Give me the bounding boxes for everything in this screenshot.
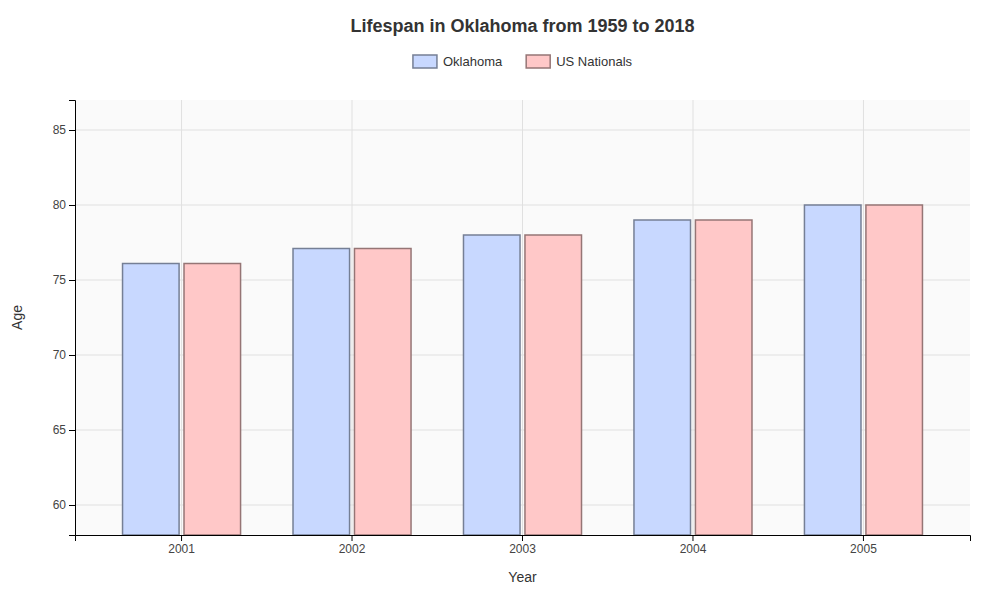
x-axis-line <box>76 536 971 542</box>
bar <box>634 220 691 535</box>
x-tick: 2002 <box>339 535 366 556</box>
bar <box>184 264 241 536</box>
chart: 2001 2002 2003 2004 2005 60 65 70 75 80 85 Lifespan… <box>0 0 1000 600</box>
x-grid-line <box>181 100 182 535</box>
legend-item: US Nationals <box>526 54 632 69</box>
x-tick-label: 2005 <box>850 542 877 556</box>
x-tick-label: 2002 <box>339 542 366 556</box>
legend: Oklahoma US Nationals <box>413 54 633 69</box>
x-tick: 2001 <box>168 535 195 556</box>
bar-series <box>184 205 922 535</box>
x-tick: 2005 <box>850 535 877 556</box>
legend-item: Oklahoma <box>413 54 503 69</box>
x-tick: 2003 <box>509 535 536 556</box>
bar <box>866 205 923 535</box>
y-tick-mark <box>69 280 75 281</box>
x-grid-line <box>522 100 523 535</box>
y-tick-label: 75 <box>53 273 67 287</box>
bar <box>354 249 411 536</box>
x-tick-label: 2001 <box>168 542 195 556</box>
x-tick: 2004 <box>680 535 707 556</box>
x-tick-mark <box>522 535 523 541</box>
x-tick-label: 2004 <box>680 542 707 556</box>
y-tick-label: 85 <box>53 123 67 137</box>
y-tick-label: 70 <box>53 348 67 362</box>
y-axis-line <box>69 101 76 536</box>
y-tick-label: 60 <box>53 498 67 512</box>
x-grid-line <box>352 100 353 535</box>
y-tick: 85 <box>53 123 75 137</box>
x-axis: 2001 2002 2003 2004 2005 <box>76 535 971 556</box>
y-tick-label: 65 <box>53 423 67 437</box>
y-axis: 60 65 70 75 80 85 <box>53 101 76 536</box>
bar-series <box>123 205 861 535</box>
y-tick-mark <box>69 355 75 356</box>
y-tick-mark <box>69 430 75 431</box>
y-tick-mark <box>69 130 75 131</box>
bar <box>525 235 582 535</box>
x-tick-mark <box>692 535 693 541</box>
legend-swatch <box>413 55 437 68</box>
title: Lifespan in Oklahoma from 1959 to 2018 <box>350 16 694 36</box>
y-axis-title: Age <box>9 305 25 330</box>
x-grid-line <box>692 100 693 535</box>
bar <box>123 264 180 536</box>
x-grid-line <box>863 100 864 535</box>
x-tick-label: 2003 <box>509 542 536 556</box>
y-tick: 65 <box>53 423 75 437</box>
bar <box>804 205 861 535</box>
bars <box>123 205 923 535</box>
legend-swatch <box>526 55 550 68</box>
grid <box>75 100 970 535</box>
y-tick-label: 80 <box>53 198 67 212</box>
legend-label: US Nationals <box>556 54 632 69</box>
plot-background <box>75 100 970 535</box>
x-tick-mark <box>352 535 353 541</box>
y-tick: 70 <box>53 348 75 362</box>
bar <box>463 235 520 535</box>
bar <box>695 220 752 535</box>
legend-label: Oklahoma <box>443 54 503 69</box>
y-tick-mark <box>69 205 75 206</box>
x-axis-title: Year <box>508 569 537 585</box>
y-tick-mark <box>69 505 75 506</box>
y-tick: 75 <box>53 273 75 287</box>
plot: 2001 2002 2003 2004 2005 60 65 70 75 80 85 <box>53 100 971 556</box>
x-tick-mark <box>863 535 864 541</box>
y-tick: 60 <box>53 498 75 512</box>
x-tick-mark <box>181 535 182 541</box>
bar <box>293 249 350 536</box>
y-tick: 80 <box>53 198 75 212</box>
